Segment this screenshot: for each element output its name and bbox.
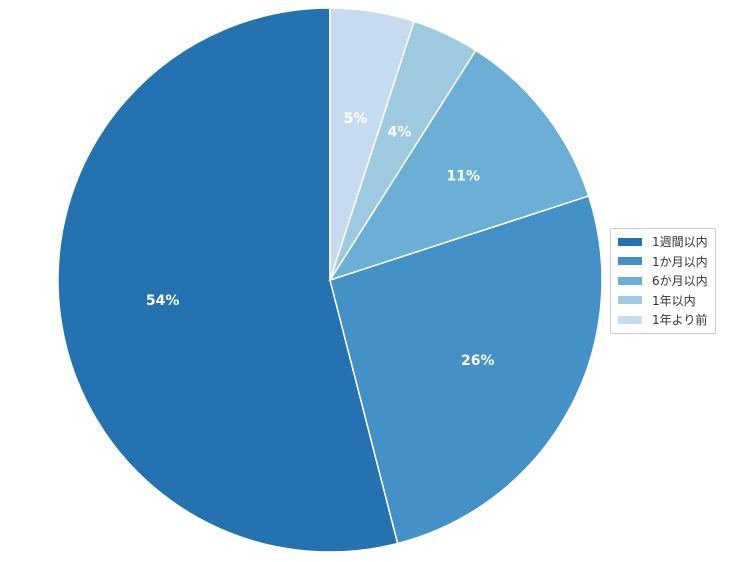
legend-swatch — [618, 315, 642, 324]
legend-item: 1週間以内 — [611, 232, 715, 252]
legend-swatch — [618, 276, 642, 285]
legend-swatch — [618, 257, 642, 266]
legend: 1週間以内 1か月以内 6か月以内 1年以内 1年より前 — [610, 228, 716, 334]
slice-label: 26% — [461, 353, 495, 369]
legend-swatch — [618, 237, 642, 246]
legend-item: 1年より前 — [611, 310, 715, 330]
legend-label: 1週間以内 — [652, 235, 708, 250]
legend-label: 1年より前 — [652, 313, 708, 328]
slice-label: 4% — [388, 124, 412, 140]
legend-label: 1年以内 — [652, 293, 696, 308]
legend-item: 1年以内 — [611, 291, 715, 311]
pie-slice-0 — [57, 7, 399, 553]
pie-slice-1 — [329, 195, 603, 545]
legend-item: 1か月以内 — [611, 252, 715, 272]
legend-label: 6か月以内 — [652, 274, 708, 289]
slice-label: 54% — [146, 293, 180, 309]
pie-slice-2 — [328, 49, 590, 282]
legend-label: 1か月以内 — [652, 254, 708, 269]
slice-label: 5% — [344, 111, 368, 127]
legend-swatch — [618, 296, 642, 305]
pie-slice-4 — [329, 7, 415, 281]
legend-item: 6か月以内 — [611, 271, 715, 291]
slice-label: 11% — [446, 169, 480, 185]
